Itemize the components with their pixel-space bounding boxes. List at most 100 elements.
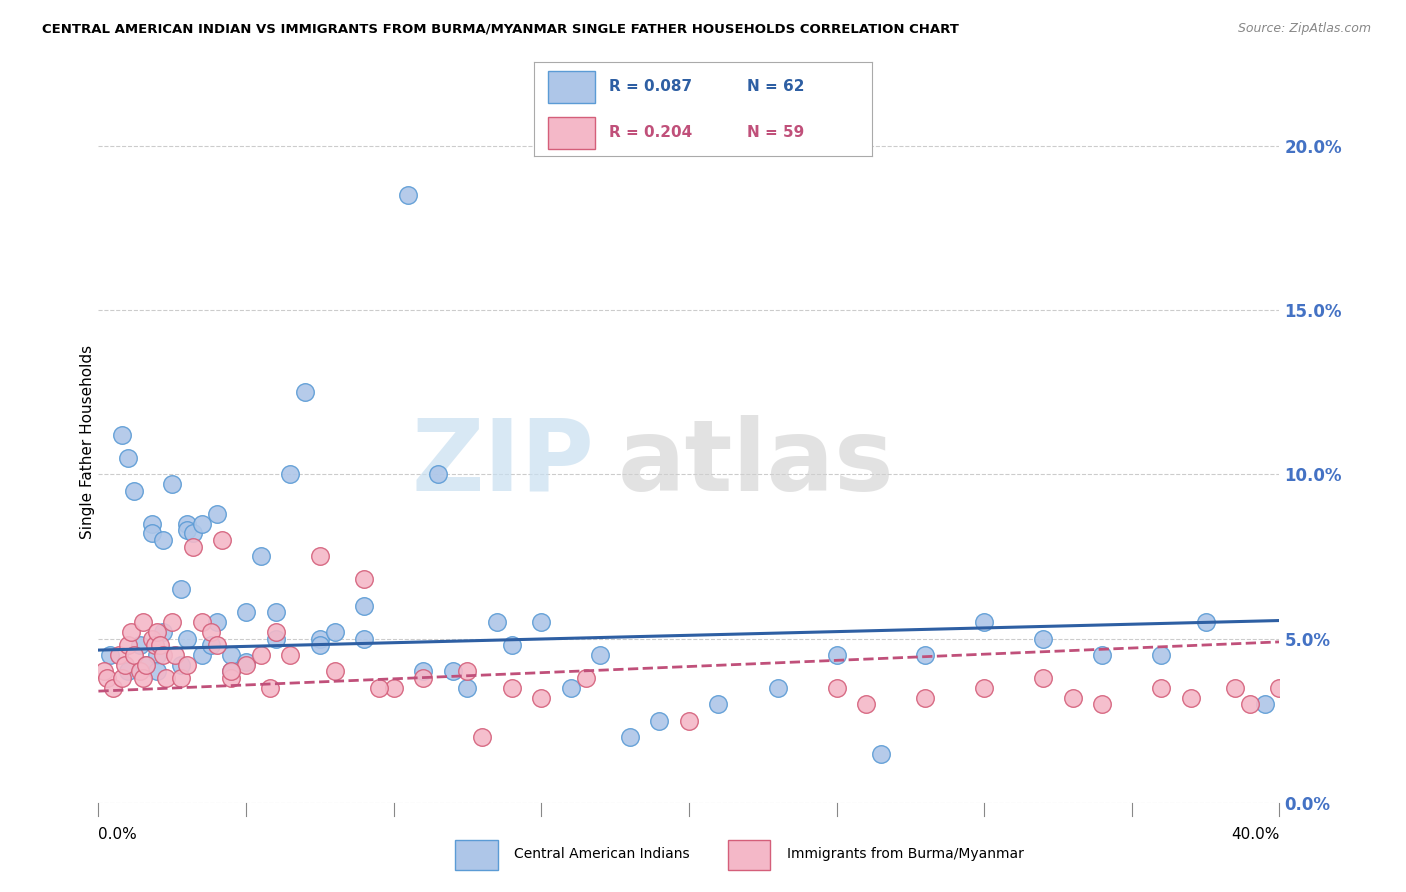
Point [825, 648, 848, 662]
Point [396, 188, 419, 202]
Text: CENTRAL AMERICAN INDIAN VS IMMIGRANTS FROM BURMA/MYANMAR SINGLE FATHER HOUSEHOLD: CENTRAL AMERICAN INDIAN VS IMMIGRANTS FR… [42, 22, 959, 36]
Point [250, 648, 273, 662]
Point [914, 690, 936, 705]
Point [170, 657, 193, 672]
Point [221, 671, 243, 685]
Point [141, 526, 163, 541]
Point [914, 648, 936, 662]
Point [1195, 615, 1218, 630]
FancyBboxPatch shape [456, 840, 498, 871]
Text: Central American Indians: Central American Indians [515, 847, 690, 861]
Point [152, 533, 174, 547]
Point [1254, 698, 1277, 712]
Point [191, 615, 214, 630]
Point [122, 648, 145, 662]
Point [825, 681, 848, 695]
Point [200, 625, 222, 640]
Point [120, 625, 142, 640]
Text: Immigrants from Burma/Myanmar: Immigrants from Burma/Myanmar [786, 847, 1024, 861]
Text: ZIP: ZIP [412, 415, 595, 512]
Point [1032, 671, 1054, 685]
Point [221, 648, 243, 662]
Point [427, 467, 450, 482]
Point [170, 671, 193, 685]
Point [309, 638, 332, 652]
Point [146, 665, 169, 679]
Point [211, 533, 233, 547]
Point [501, 638, 523, 652]
Text: R = 0.087: R = 0.087 [609, 79, 692, 95]
Point [128, 665, 150, 679]
Point [235, 657, 257, 672]
Point [221, 665, 243, 679]
Point [176, 516, 198, 531]
Point [122, 483, 145, 498]
Point [108, 648, 131, 662]
Point [264, 632, 287, 646]
Point [309, 632, 332, 646]
Point [412, 671, 434, 685]
Text: N = 62: N = 62 [747, 79, 804, 95]
Point [973, 681, 995, 695]
Point [152, 648, 174, 662]
Point [456, 665, 478, 679]
Point [191, 648, 214, 662]
Point [368, 681, 391, 695]
Point [1239, 698, 1261, 712]
Text: R = 0.204: R = 0.204 [609, 125, 692, 140]
Point [103, 681, 125, 695]
Point [353, 599, 375, 613]
Point [132, 671, 155, 685]
Point [146, 625, 169, 640]
Point [278, 467, 302, 482]
Point [250, 549, 273, 564]
Point [353, 632, 375, 646]
FancyBboxPatch shape [728, 840, 770, 871]
Point [323, 665, 346, 679]
Point [309, 549, 332, 564]
FancyBboxPatch shape [548, 70, 595, 103]
Point [323, 625, 346, 640]
Point [294, 385, 316, 400]
Point [200, 638, 222, 652]
Point [143, 638, 166, 652]
Point [117, 665, 139, 679]
Point [141, 632, 163, 646]
Point [1223, 681, 1246, 695]
Point [1032, 632, 1054, 646]
Point [1268, 681, 1291, 695]
Point [353, 573, 375, 587]
Point [530, 690, 553, 705]
Point [135, 657, 157, 672]
Point [146, 648, 169, 662]
Point [117, 450, 139, 465]
Point [152, 625, 174, 640]
Y-axis label: Single Father Households: Single Father Households [80, 344, 94, 539]
FancyBboxPatch shape [548, 117, 595, 149]
Point [205, 507, 228, 521]
Point [141, 516, 163, 531]
Point [973, 615, 995, 630]
Point [259, 681, 281, 695]
Point [135, 657, 157, 672]
Point [165, 648, 187, 662]
Point [264, 625, 287, 640]
Point [128, 638, 150, 652]
Point [707, 698, 730, 712]
Text: N = 59: N = 59 [747, 125, 804, 140]
Text: Source: ZipAtlas.com: Source: ZipAtlas.com [1237, 22, 1371, 36]
Point [181, 540, 204, 554]
Point [574, 671, 596, 685]
Point [205, 638, 228, 652]
Point [264, 605, 287, 619]
Point [441, 665, 464, 679]
Point [766, 681, 789, 695]
Point [132, 615, 155, 630]
Point [1150, 648, 1173, 662]
Point [412, 665, 434, 679]
Point [235, 655, 257, 669]
Point [560, 681, 582, 695]
Point [176, 632, 198, 646]
Point [456, 681, 478, 695]
Point [501, 681, 523, 695]
